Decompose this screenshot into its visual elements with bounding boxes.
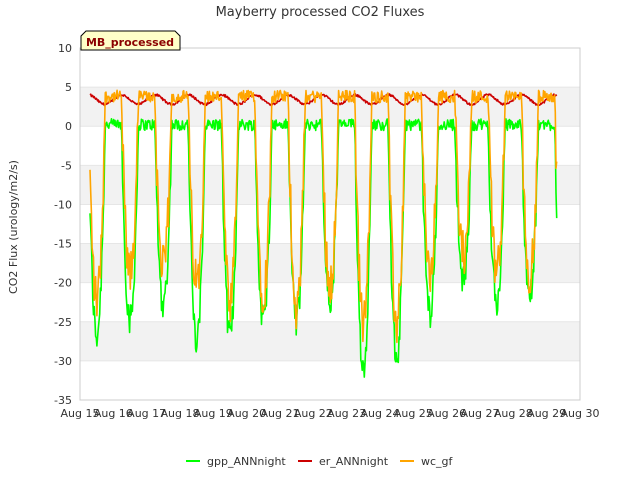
y-tick-label: -10 <box>54 198 72 211</box>
y-tick-label: -35 <box>54 394 72 407</box>
legend-item-wc_gf: wc_gf <box>400 455 454 468</box>
band-0-5 <box>80 87 580 127</box>
badge-shape <box>80 30 181 51</box>
legend-label: gpp_ANNnight <box>207 455 286 468</box>
mb-processed-badge: MB_processed <box>80 30 181 51</box>
background-bands <box>80 48 580 400</box>
badge-label: MB_processed <box>86 36 174 49</box>
y-tick-label: -30 <box>54 355 72 368</box>
x-tick-label: Aug 22 <box>294 407 333 420</box>
y-tick-label: 0 <box>65 120 72 133</box>
x-tick-label: Aug 15 <box>61 407 100 420</box>
band--5-0 <box>80 126 580 166</box>
legend-label: wc_gf <box>421 455 454 468</box>
x-tick-label: Aug 20 <box>227 407 266 420</box>
y-tick-label: -5 <box>61 159 72 172</box>
y-tick-labels: -35 -30 -25 -20 -15 -10 -5 0 5 10 <box>54 42 72 407</box>
chart-title: Mayberry processed CO2 Fluxes <box>216 5 425 20</box>
legend-item-gpp_ANNnight: gpp_ANNnight <box>186 455 286 468</box>
y-tick-label: -15 <box>54 238 72 251</box>
series-line-wc_gf <box>89 89 558 344</box>
x-tick-label: Aug 21 <box>261 407 300 420</box>
plot-frame <box>79 47 581 401</box>
x-tick-label: Aug 28 <box>494 407 533 420</box>
x-tick-label: Aug 24 <box>361 407 400 420</box>
x-tick-label: Aug 18 <box>161 407 200 420</box>
x-tick-label: Aug 16 <box>94 407 133 420</box>
x-tick-label: Aug 23 <box>327 407 366 420</box>
legend: gpp_ANNnight er_ANNnight wc_gf <box>186 455 454 468</box>
y-tick-label: -25 <box>54 316 72 329</box>
band--30--25 <box>80 321 580 361</box>
x-tick-label: Aug 19 <box>194 407 233 420</box>
legend-item-er_ANNnight: er_ANNnight <box>298 455 389 468</box>
x-tick-label: Aug 25 <box>394 407 433 420</box>
x-tick-label: Aug 30 <box>561 407 600 420</box>
legend-label: er_ANNnight <box>319 455 389 468</box>
band--15--10 <box>80 204 580 244</box>
x-tick-label: Aug 26 <box>427 407 466 420</box>
x-tick-label: Aug 17 <box>127 407 166 420</box>
x-tick-label: Aug 29 <box>527 407 566 420</box>
band--35--30 <box>80 360 580 400</box>
series-layer <box>89 89 558 378</box>
y-axis-label: CO2 Flux (urology/m2/s) <box>7 160 20 294</box>
band--10--5 <box>80 165 580 205</box>
band-5-10 <box>80 48 580 88</box>
x-tick-label: Aug 27 <box>461 407 500 420</box>
y-tick-label: -20 <box>54 277 72 290</box>
y-tick-label: 5 <box>65 81 72 94</box>
y-tick-label: 10 <box>58 42 72 55</box>
